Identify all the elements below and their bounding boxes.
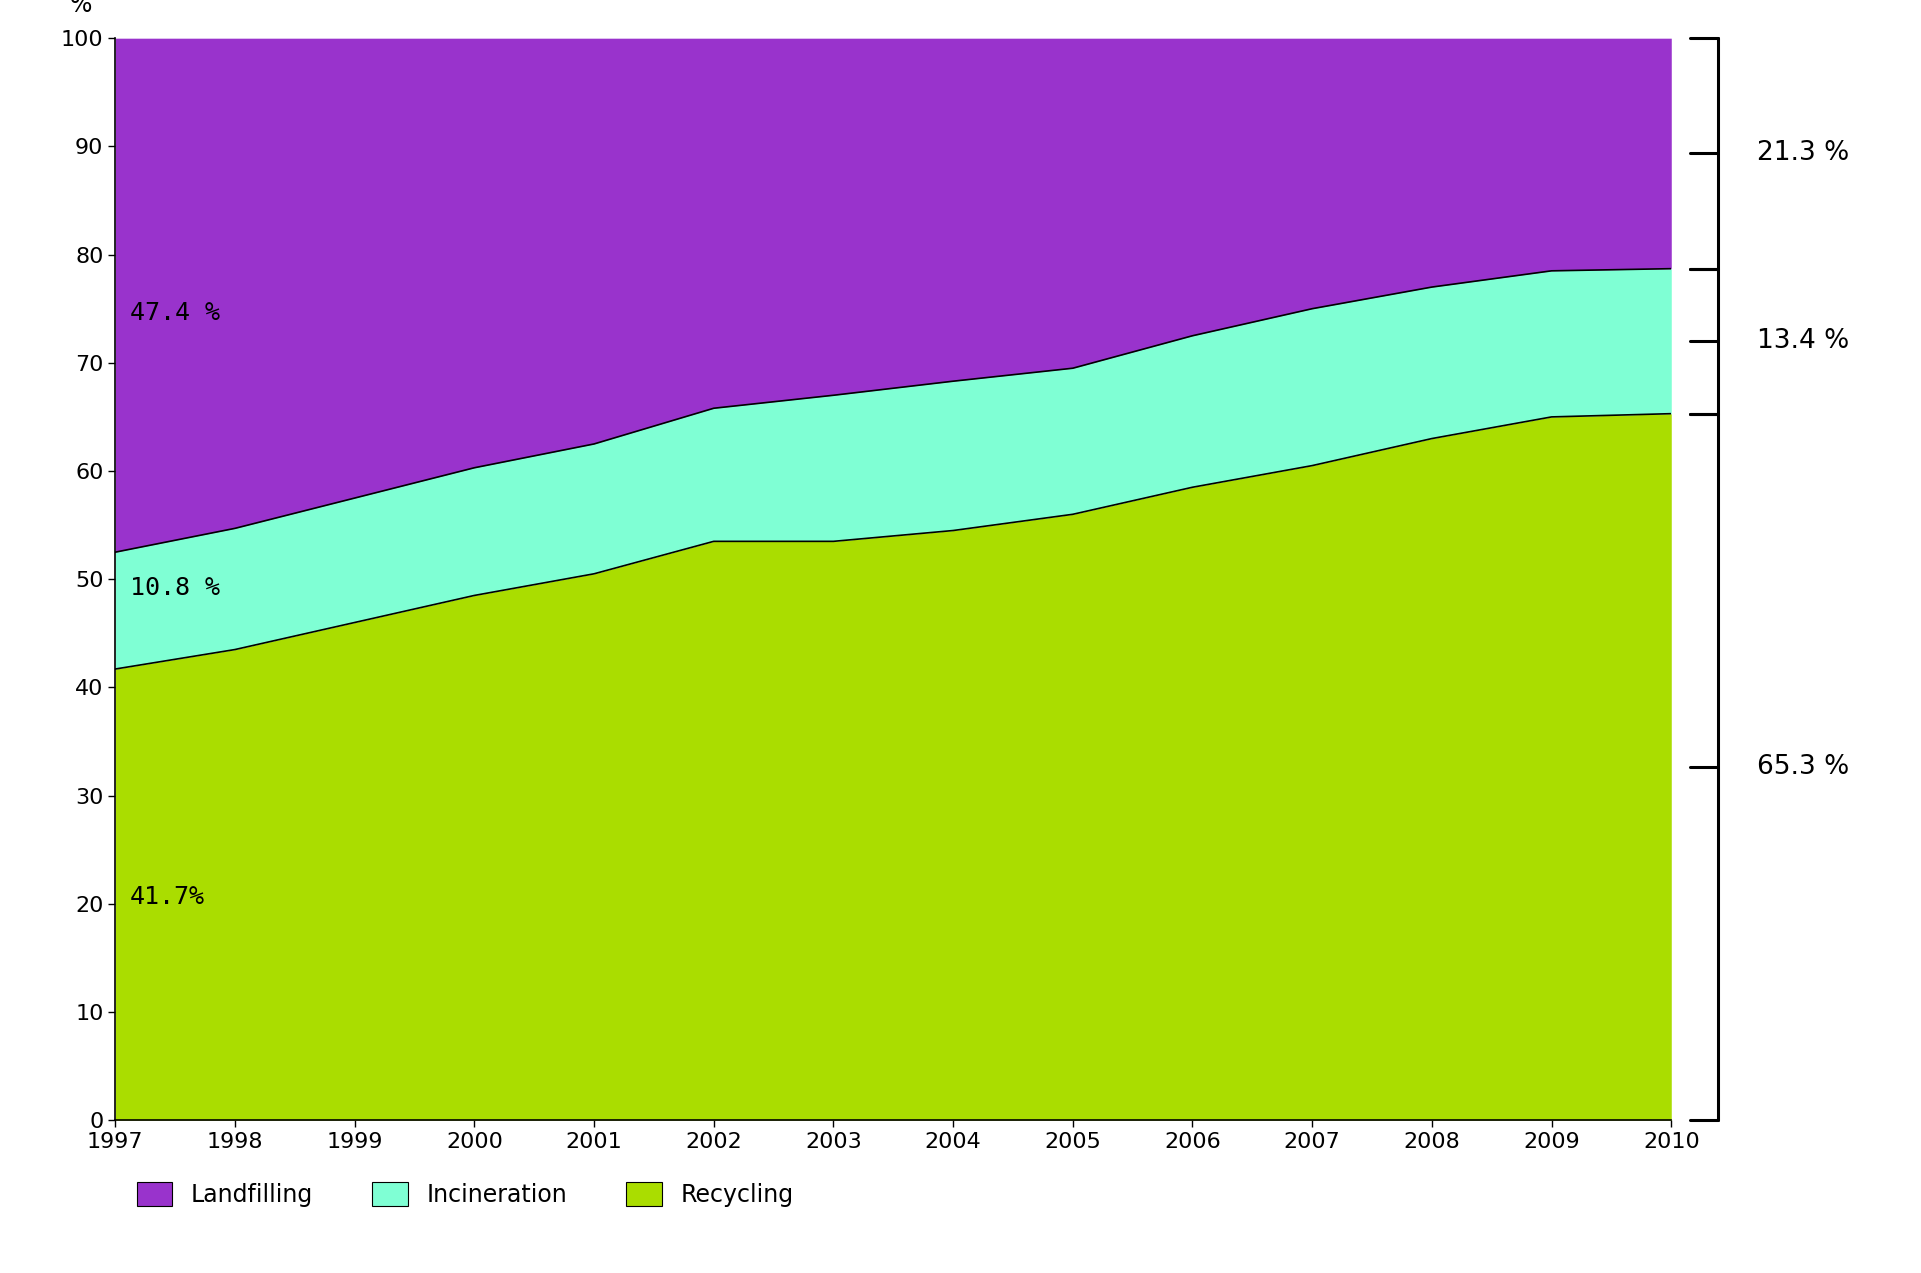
- Text: 21.3 %: 21.3 %: [1758, 140, 1850, 167]
- Legend: Landfilling, Incineration, Recycling: Landfilling, Incineration, Recycling: [127, 1172, 803, 1217]
- Text: 47.4 %: 47.4 %: [129, 300, 219, 325]
- Text: 10.8 %: 10.8 %: [129, 577, 219, 601]
- Text: 41.7%: 41.7%: [129, 885, 206, 909]
- Text: 65.3 %: 65.3 %: [1758, 754, 1850, 780]
- Y-axis label: %: %: [69, 0, 92, 17]
- Text: 13.4 %: 13.4 %: [1758, 328, 1850, 354]
